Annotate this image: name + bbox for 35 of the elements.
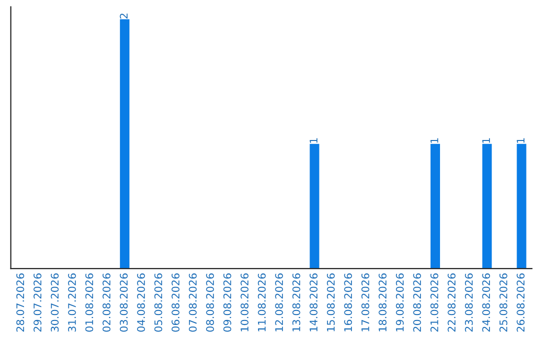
- data-label: 1: [430, 138, 438, 143]
- x-tick-label: 09.08.2026: [223, 273, 232, 332]
- x-tick-label: 13.08.2026: [292, 273, 300, 332]
- x-tick-label: 30.07.2026: [50, 273, 59, 332]
- x-tick-label: 23.08.2026: [464, 273, 473, 332]
- x-tick-label: 22.08.2026: [448, 273, 456, 332]
- x-tick-label: 25.08.2026: [499, 273, 508, 332]
- x-tick-label: 02.08.2026: [102, 273, 110, 332]
- x-tick-label: 24.08.2026: [482, 273, 490, 332]
- x-tick-label: 18.08.2026: [378, 273, 387, 332]
- x-tick-label: 03.08.2026: [120, 273, 128, 332]
- x-tick-label: 31.07.2026: [68, 273, 76, 332]
- x-tick-label: 20.08.2026: [413, 273, 422, 332]
- x-tick-label: 10.08.2026: [240, 273, 248, 332]
- x-tick-label: 28.07.2026: [16, 273, 24, 332]
- x-tick-label: 05.08.2026: [154, 273, 162, 332]
- data-label: 1: [310, 138, 318, 143]
- x-tick-label: 12.08.2026: [275, 273, 283, 332]
- data-label: 2: [120, 14, 128, 19]
- data-label: 1: [482, 138, 490, 143]
- x-tick-label: 08.08.2026: [206, 273, 214, 332]
- x-tick-label: 15.08.2026: [326, 273, 335, 332]
- x-tick-label: 11.08.2026: [258, 273, 266, 332]
- data-label: 1: [516, 138, 524, 143]
- x-tick-label: 04.08.2026: [137, 273, 145, 332]
- x-tick-label: 14.08.2026: [310, 273, 318, 332]
- x-tick-label: 06.08.2026: [172, 273, 180, 332]
- x-tick-label: 26.08.2026: [516, 273, 525, 332]
- x-tick-label: 16.08.2026: [344, 273, 352, 332]
- x-tick-label: 01.08.2026: [85, 273, 94, 332]
- x-tick-label: 07.08.2026: [188, 273, 197, 332]
- x-tick-label: 21.08.2026: [430, 273, 438, 332]
- x-tick-label: 17.08.2026: [361, 273, 370, 332]
- x-tick-label: 29.07.2026: [34, 273, 42, 332]
- x-tick-label: 19.08.2026: [396, 273, 404, 332]
